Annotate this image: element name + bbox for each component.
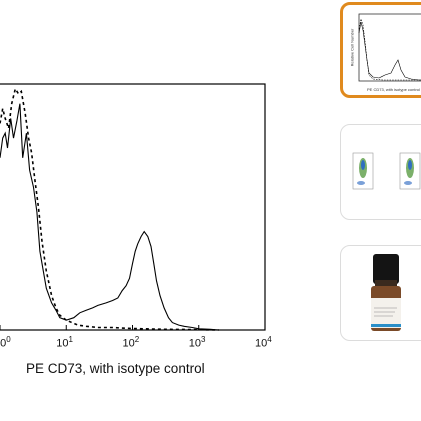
sample-line (0, 103, 219, 331)
x-tick-label: 102 (122, 335, 140, 350)
plot-frame (0, 83, 266, 331)
x-tick-label: 104 (255, 335, 272, 350)
thumbnail-product-vial[interactable] (340, 245, 421, 341)
x-axis-label: PE CD73, with isotype control (26, 361, 205, 376)
histogram-thumbnail-image (358, 13, 421, 82)
x-tick-label: 101 (56, 335, 73, 350)
thumbnail-ylabel: Relative Cell Number (349, 28, 355, 67)
main-product-image: PE CD73, with isotype control 100 101 102 1… (0, 83, 272, 376)
thumbnail-histogram[interactable]: Relative Cell Number PE CD73, with isoty… (340, 2, 421, 98)
dot-plots-thumbnail-image (352, 152, 421, 190)
thumbnail-dot-plots[interactable] (340, 124, 421, 220)
x-tick-label: 103 (188, 335, 206, 350)
histogram-chart (0, 83, 266, 331)
isotype-control-line (0, 86, 219, 331)
product-vial-image (371, 254, 401, 331)
x-tick-label: 100 (0, 335, 11, 350)
thumbnail-xlabel: PE CD73, with isotype control (367, 87, 420, 92)
